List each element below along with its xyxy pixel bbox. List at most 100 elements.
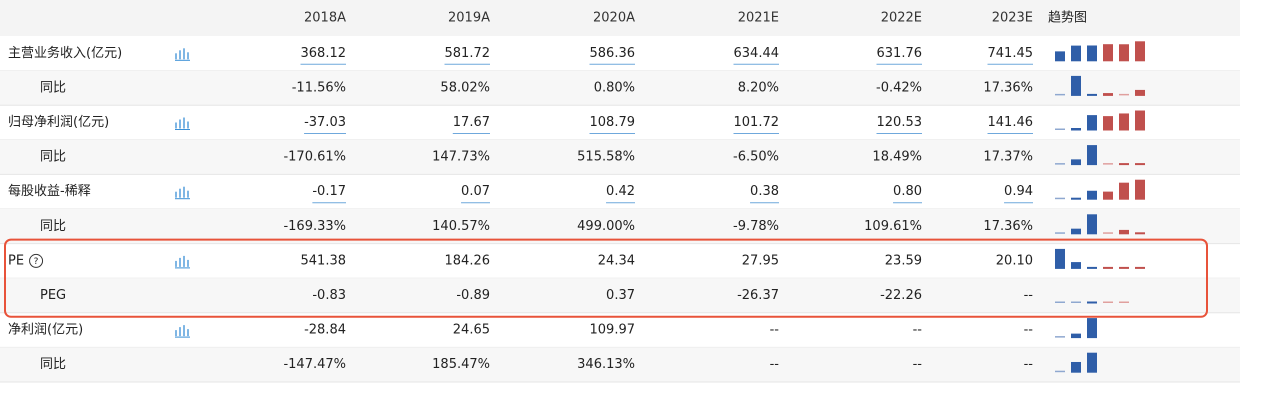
cell-value: 17.36%	[983, 219, 1033, 234]
trend-bar	[1087, 214, 1097, 235]
trend-bar	[1103, 163, 1113, 165]
cell-value: --	[1024, 288, 1034, 303]
highlight-box	[4, 238, 1208, 318]
cell-value: --	[913, 357, 923, 372]
cell-value[interactable]: -37.03	[304, 115, 346, 130]
cell-value: -22.26	[880, 288, 922, 303]
cell-value: 58.02%	[440, 80, 490, 95]
cell-value[interactable]: 741.45	[988, 46, 1034, 61]
trend-bar	[1087, 145, 1097, 166]
help-icon[interactable]	[29, 253, 44, 268]
trend-bar	[1119, 266, 1129, 269]
row-label: 同比	[40, 150, 66, 165]
cell-value: 8.20%	[738, 80, 779, 95]
trend-bar	[1071, 228, 1081, 235]
cell-value: 27.95	[742, 253, 779, 268]
row-bg	[0, 278, 1240, 313]
trend-bar	[1087, 301, 1097, 304]
help-icon-mark: ?	[34, 257, 39, 267]
trend-bar	[1135, 110, 1145, 131]
trend-bar	[1055, 51, 1065, 62]
cell-value[interactable]: 586.36	[590, 46, 636, 61]
row-label: 净利润(亿元)	[8, 323, 83, 338]
cell-value[interactable]: 581.72	[445, 46, 491, 61]
cell-value: 17.37%	[983, 150, 1033, 165]
trend-bar	[1055, 336, 1065, 338]
trend-bar	[1055, 128, 1065, 130]
row-label: 每股收益-稀释	[8, 183, 91, 199]
cell-value[interactable]: 0.80	[893, 184, 922, 199]
row-bg	[0, 139, 1240, 175]
cell-value: 24.34	[598, 253, 635, 268]
trend-bar	[1071, 301, 1081, 303]
cell-value: -169.33%	[283, 219, 346, 234]
cell-value[interactable]: 368.12	[301, 46, 347, 61]
cell-value: -0.42%	[876, 80, 922, 95]
trend-bar	[1071, 333, 1081, 339]
cell-value: --	[770, 357, 780, 372]
trend-bar	[1071, 128, 1081, 131]
trend-bar	[1087, 45, 1097, 62]
cell-value[interactable]: 0.07	[461, 184, 490, 199]
row-label: 同比	[40, 219, 66, 234]
column-header: 2022E	[881, 11, 922, 26]
cell-value[interactable]: 631.76	[877, 46, 923, 61]
trend-bar	[1103, 44, 1113, 62]
cell-value: -147.47%	[283, 357, 346, 372]
cell-value: 109.61%	[864, 219, 922, 234]
trend-bar	[1071, 262, 1081, 269]
row-label: 同比	[40, 80, 66, 95]
cell-value: 184.26	[445, 253, 491, 268]
cell-value: -0.83	[312, 288, 346, 303]
trend-bar	[1135, 163, 1145, 166]
row-label: PEG	[40, 288, 66, 303]
trend-bar	[1087, 352, 1097, 373]
cell-value: -6.50%	[733, 150, 779, 165]
cell-value[interactable]: 17.67	[453, 115, 490, 130]
trend-bar	[1135, 41, 1145, 62]
trend-bar	[1103, 191, 1113, 200]
column-header: 2020A	[593, 11, 635, 26]
row-label: 主营业务收入(亿元)	[8, 45, 122, 61]
trend-bar	[1135, 179, 1145, 200]
cell-value: 23.59	[885, 253, 922, 268]
trend-bar	[1055, 232, 1065, 234]
trend-bar	[1119, 229, 1129, 235]
cell-value: 185.47%	[432, 357, 490, 372]
trend-bar	[1055, 301, 1065, 303]
trend-bar	[1119, 93, 1129, 96]
row-bg	[0, 347, 1240, 382]
trend-bar	[1103, 116, 1113, 131]
trend-bar	[1087, 318, 1097, 339]
cell-value: --	[770, 323, 780, 338]
cell-value: 109.97	[590, 323, 636, 338]
trend-bar	[1103, 93, 1113, 96]
cell-value[interactable]: 634.44	[734, 46, 780, 61]
trend-bar	[1119, 301, 1129, 303]
cell-value[interactable]: 101.72	[734, 115, 780, 130]
trend-bar	[1087, 266, 1097, 269]
trend-bar	[1103, 266, 1113, 269]
trend-bar	[1119, 113, 1129, 131]
cell-value[interactable]: -0.17	[312, 184, 346, 199]
cell-value[interactable]: 0.94	[1004, 184, 1033, 199]
trend-bar	[1087, 115, 1097, 131]
cell-value: 140.57%	[432, 219, 490, 234]
cell-value[interactable]: 108.79	[590, 115, 636, 130]
cell-value: 0.37	[606, 288, 635, 303]
cell-value: -0.89	[456, 288, 490, 303]
trend-bar	[1071, 361, 1081, 373]
cell-value[interactable]: 0.38	[750, 184, 779, 199]
cell-value: 0.80%	[594, 80, 635, 95]
column-header: 2021E	[738, 11, 779, 26]
cell-value: -9.78%	[733, 219, 779, 234]
cell-value[interactable]: 120.53	[877, 115, 923, 130]
trend-bar	[1071, 159, 1081, 166]
cell-value: 147.73%	[432, 150, 490, 165]
cell-value[interactable]: 141.46	[988, 115, 1034, 130]
row-label: 归母净利润(亿元)	[8, 115, 109, 130]
cell-value[interactable]: 0.42	[606, 184, 635, 199]
cell-value: --	[1024, 357, 1034, 372]
cell-value: -28.84	[304, 323, 346, 338]
